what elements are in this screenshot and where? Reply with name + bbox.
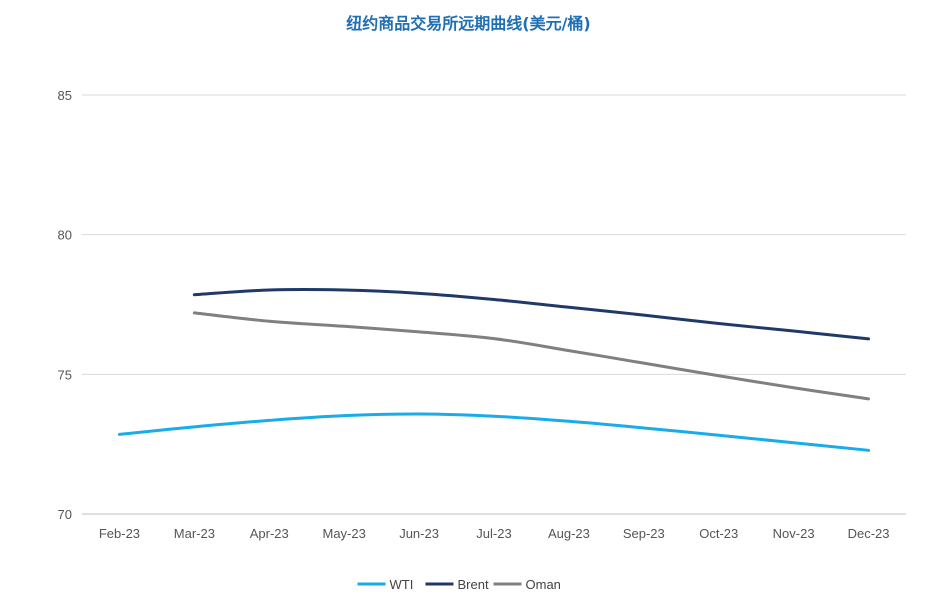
series-lines xyxy=(117,287,871,452)
x-tick-label: Aug-23 xyxy=(548,526,590,541)
y-tick-label: 75 xyxy=(58,367,72,382)
chart-title: 纽约商品交易所远期曲线(美元/桶) xyxy=(346,14,591,33)
legend: WTI Brent Oman xyxy=(357,577,561,592)
series-line-brent xyxy=(192,287,871,341)
x-tick-label: Nov-23 xyxy=(773,526,815,541)
legend-item-wti: WTI xyxy=(357,577,414,592)
x-tick-label: Mar-23 xyxy=(174,526,215,541)
legend-label: WTI xyxy=(390,577,414,592)
series-line-oman xyxy=(192,311,871,401)
legend-item-oman: Oman xyxy=(493,577,561,592)
gridlines xyxy=(82,94,906,515)
y-tick-label: 70 xyxy=(58,507,72,522)
x-tick-label: Jun-23 xyxy=(399,526,439,541)
legend-label: Brent xyxy=(458,577,489,592)
x-tick-label: Feb-23 xyxy=(99,526,140,541)
legend-item-brent: Brent xyxy=(425,577,489,592)
legend-label: Oman xyxy=(526,577,561,592)
x-tick-label: Apr-23 xyxy=(250,526,289,541)
y-tick-label: 85 xyxy=(58,88,72,103)
x-tick-label: Sep-23 xyxy=(623,526,665,541)
x-axis: Feb-23 Mar-23 Apr-23 May-23 Jun-23 Jul-23 Aug-… xyxy=(99,526,890,541)
y-axis: 70 75 80 85 xyxy=(58,88,72,522)
y-tick-label: 80 xyxy=(58,228,72,243)
x-tick-label: Dec-23 xyxy=(848,526,890,541)
x-tick-label: Oct-23 xyxy=(699,526,738,541)
x-tick-label: May-23 xyxy=(323,526,366,541)
x-tick-label: Jul-23 xyxy=(476,526,511,541)
series-line-wti xyxy=(117,412,871,452)
